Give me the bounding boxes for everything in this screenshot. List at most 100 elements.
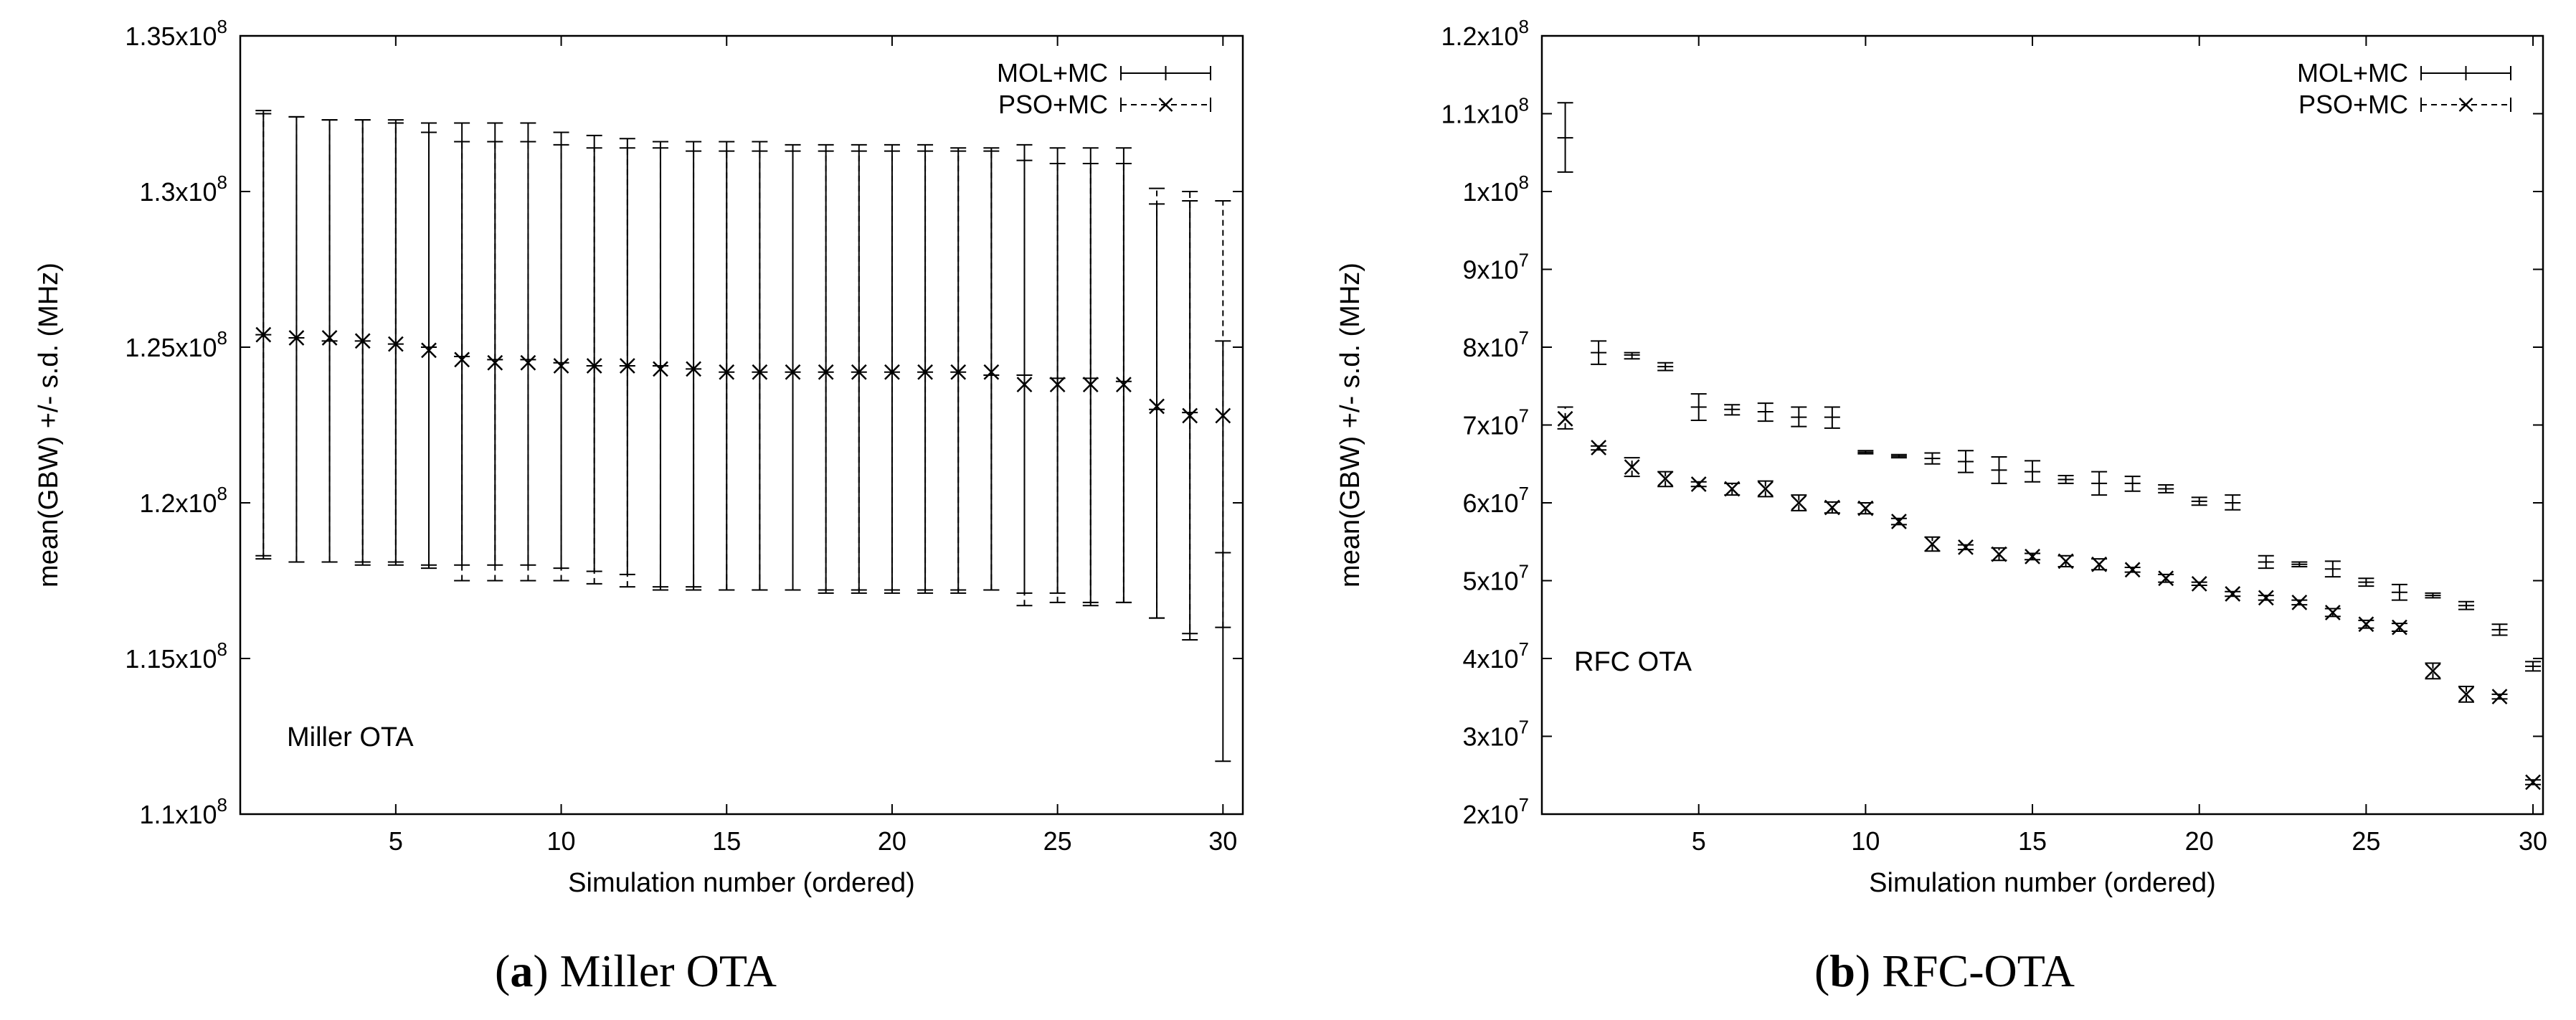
mean-marker xyxy=(321,330,338,346)
mean-marker xyxy=(752,364,768,380)
mean-marker xyxy=(1857,500,1874,516)
mean-marker xyxy=(1791,495,1807,511)
mean-marker xyxy=(520,354,536,371)
plot-annotation: Miller OTA xyxy=(287,722,414,752)
legend-label: MOL+MC xyxy=(997,58,1108,88)
mean-marker xyxy=(2458,686,2474,702)
y-tick-label: 7x107 xyxy=(1462,405,1529,440)
x-tick-label: 30 xyxy=(2519,826,2547,856)
mean-marker xyxy=(983,364,1000,380)
mean-marker xyxy=(1891,514,1907,529)
mean-marker xyxy=(2058,553,2074,570)
mean-marker xyxy=(553,358,569,374)
y-tick-label: 9x107 xyxy=(1462,250,1529,285)
y-tick-label: 1x108 xyxy=(1462,171,1529,207)
mean-marker xyxy=(1591,440,1606,455)
mean-marker xyxy=(950,364,967,380)
x-axis-label: Simulation number (ordered) xyxy=(1869,868,2216,898)
mean-marker xyxy=(619,358,635,374)
mean-marker xyxy=(1624,459,1640,475)
mean-marker xyxy=(1690,476,1707,492)
mean-marker xyxy=(2258,590,2274,606)
mean-marker xyxy=(1991,546,2007,562)
y-axis-label: mean(GBW) +/- s.d. (MHz) xyxy=(34,263,64,587)
y-tick-label: 1.3x108 xyxy=(139,171,227,207)
mean-marker xyxy=(1082,377,1099,392)
mean-marker xyxy=(2525,774,2541,790)
x-tick-label: 20 xyxy=(2185,826,2214,856)
y-tick-label: 8x107 xyxy=(1462,327,1529,362)
chart-rfc-ota: 5 10 15 20 25 30 2x107 3x107 4x107 5x107 6x107 7x10… xyxy=(1335,16,2547,898)
caption-b: (b) RFC-OTA xyxy=(1814,945,2075,996)
mean-marker xyxy=(1724,481,1741,497)
x-tick-label: 30 xyxy=(1208,826,1237,856)
mean-marker xyxy=(2425,663,2441,679)
y-axis-label: mean(GBW) +/- s.d. (MHz) xyxy=(1335,263,1365,587)
mean-marker xyxy=(884,364,900,380)
chart-miller-ota: 5 10 15 20 25 30 1.1x108 1.15x108 1.2x108 1.25x10… xyxy=(34,16,1244,898)
mean-marker xyxy=(719,364,735,380)
x-tick-label: 5 xyxy=(389,826,403,856)
y-tick-label: 3x107 xyxy=(1462,717,1529,752)
mean-marker xyxy=(454,351,470,368)
x-tick-label: 10 xyxy=(1851,826,1880,856)
mean-marker xyxy=(2358,616,2374,633)
mean-marker xyxy=(487,354,503,371)
mean-marker xyxy=(354,333,371,349)
caption-a-label: a xyxy=(510,945,533,996)
legend-label: MOL+MC xyxy=(2297,58,2408,88)
mean-marker xyxy=(1016,377,1033,392)
y-tick-label: 1.1x108 xyxy=(1441,94,1529,129)
mean-marker xyxy=(2124,562,2141,578)
x-tick-label: 25 xyxy=(1043,826,1072,856)
mean-marker xyxy=(1958,539,1974,555)
mean-marker xyxy=(851,364,867,380)
legend-label: PSO+MC xyxy=(2298,90,2408,119)
mean-marker xyxy=(2091,556,2107,572)
mean-marker xyxy=(2158,570,2174,587)
mean-marker xyxy=(686,361,701,377)
mean-marker xyxy=(2225,586,2241,602)
mean-marker xyxy=(653,361,668,377)
y-tick-label: 4x107 xyxy=(1462,638,1529,674)
mean-marker xyxy=(2191,575,2207,592)
x-tick-label: 25 xyxy=(2352,826,2380,856)
caption-b-label: b xyxy=(1829,945,1855,996)
mean-marker xyxy=(2291,594,2308,610)
x-tick-label: 20 xyxy=(878,826,906,856)
mean-marker xyxy=(2491,689,2508,705)
mean-marker xyxy=(387,336,404,352)
mean-marker xyxy=(586,358,602,374)
plot-frame xyxy=(239,34,1244,816)
mean-marker xyxy=(1215,407,1231,424)
y-tick-label: 2x107 xyxy=(1462,794,1529,829)
series-pso-mc xyxy=(1557,406,2542,790)
y-tick-label: 5x107 xyxy=(1462,561,1529,596)
series-pso-mc xyxy=(255,110,1231,641)
plot-annotation: RFC OTA xyxy=(1574,647,1692,677)
mean-marker xyxy=(1824,499,1840,516)
series-mol-mc xyxy=(255,113,1231,762)
caption-b-text: RFC-OTA xyxy=(1882,945,2075,996)
mean-marker xyxy=(785,364,801,380)
y-tick-label: 1.1x108 xyxy=(139,794,227,829)
x-tick-label: 15 xyxy=(2018,826,2047,856)
y-tick-label: 1.35x108 xyxy=(125,16,227,51)
y-tick-label: 1.25x108 xyxy=(125,327,227,362)
y-tick-label: 1.2x108 xyxy=(1441,16,1529,51)
mean-marker xyxy=(2025,548,2040,565)
mean-marker xyxy=(1557,410,1573,427)
x-tick-label: 10 xyxy=(547,826,576,856)
mean-marker xyxy=(288,330,305,346)
mean-marker xyxy=(255,326,272,343)
mean-marker xyxy=(1116,377,1132,392)
legend-label: PSO+MC xyxy=(998,90,1108,119)
mean-marker xyxy=(1149,398,1165,415)
mean-marker xyxy=(917,364,933,380)
plot-frame xyxy=(1540,34,2544,816)
mean-marker xyxy=(1049,377,1066,392)
mean-marker xyxy=(818,364,834,380)
x-tick-label: 15 xyxy=(712,826,741,856)
mean-marker xyxy=(2392,619,2407,636)
